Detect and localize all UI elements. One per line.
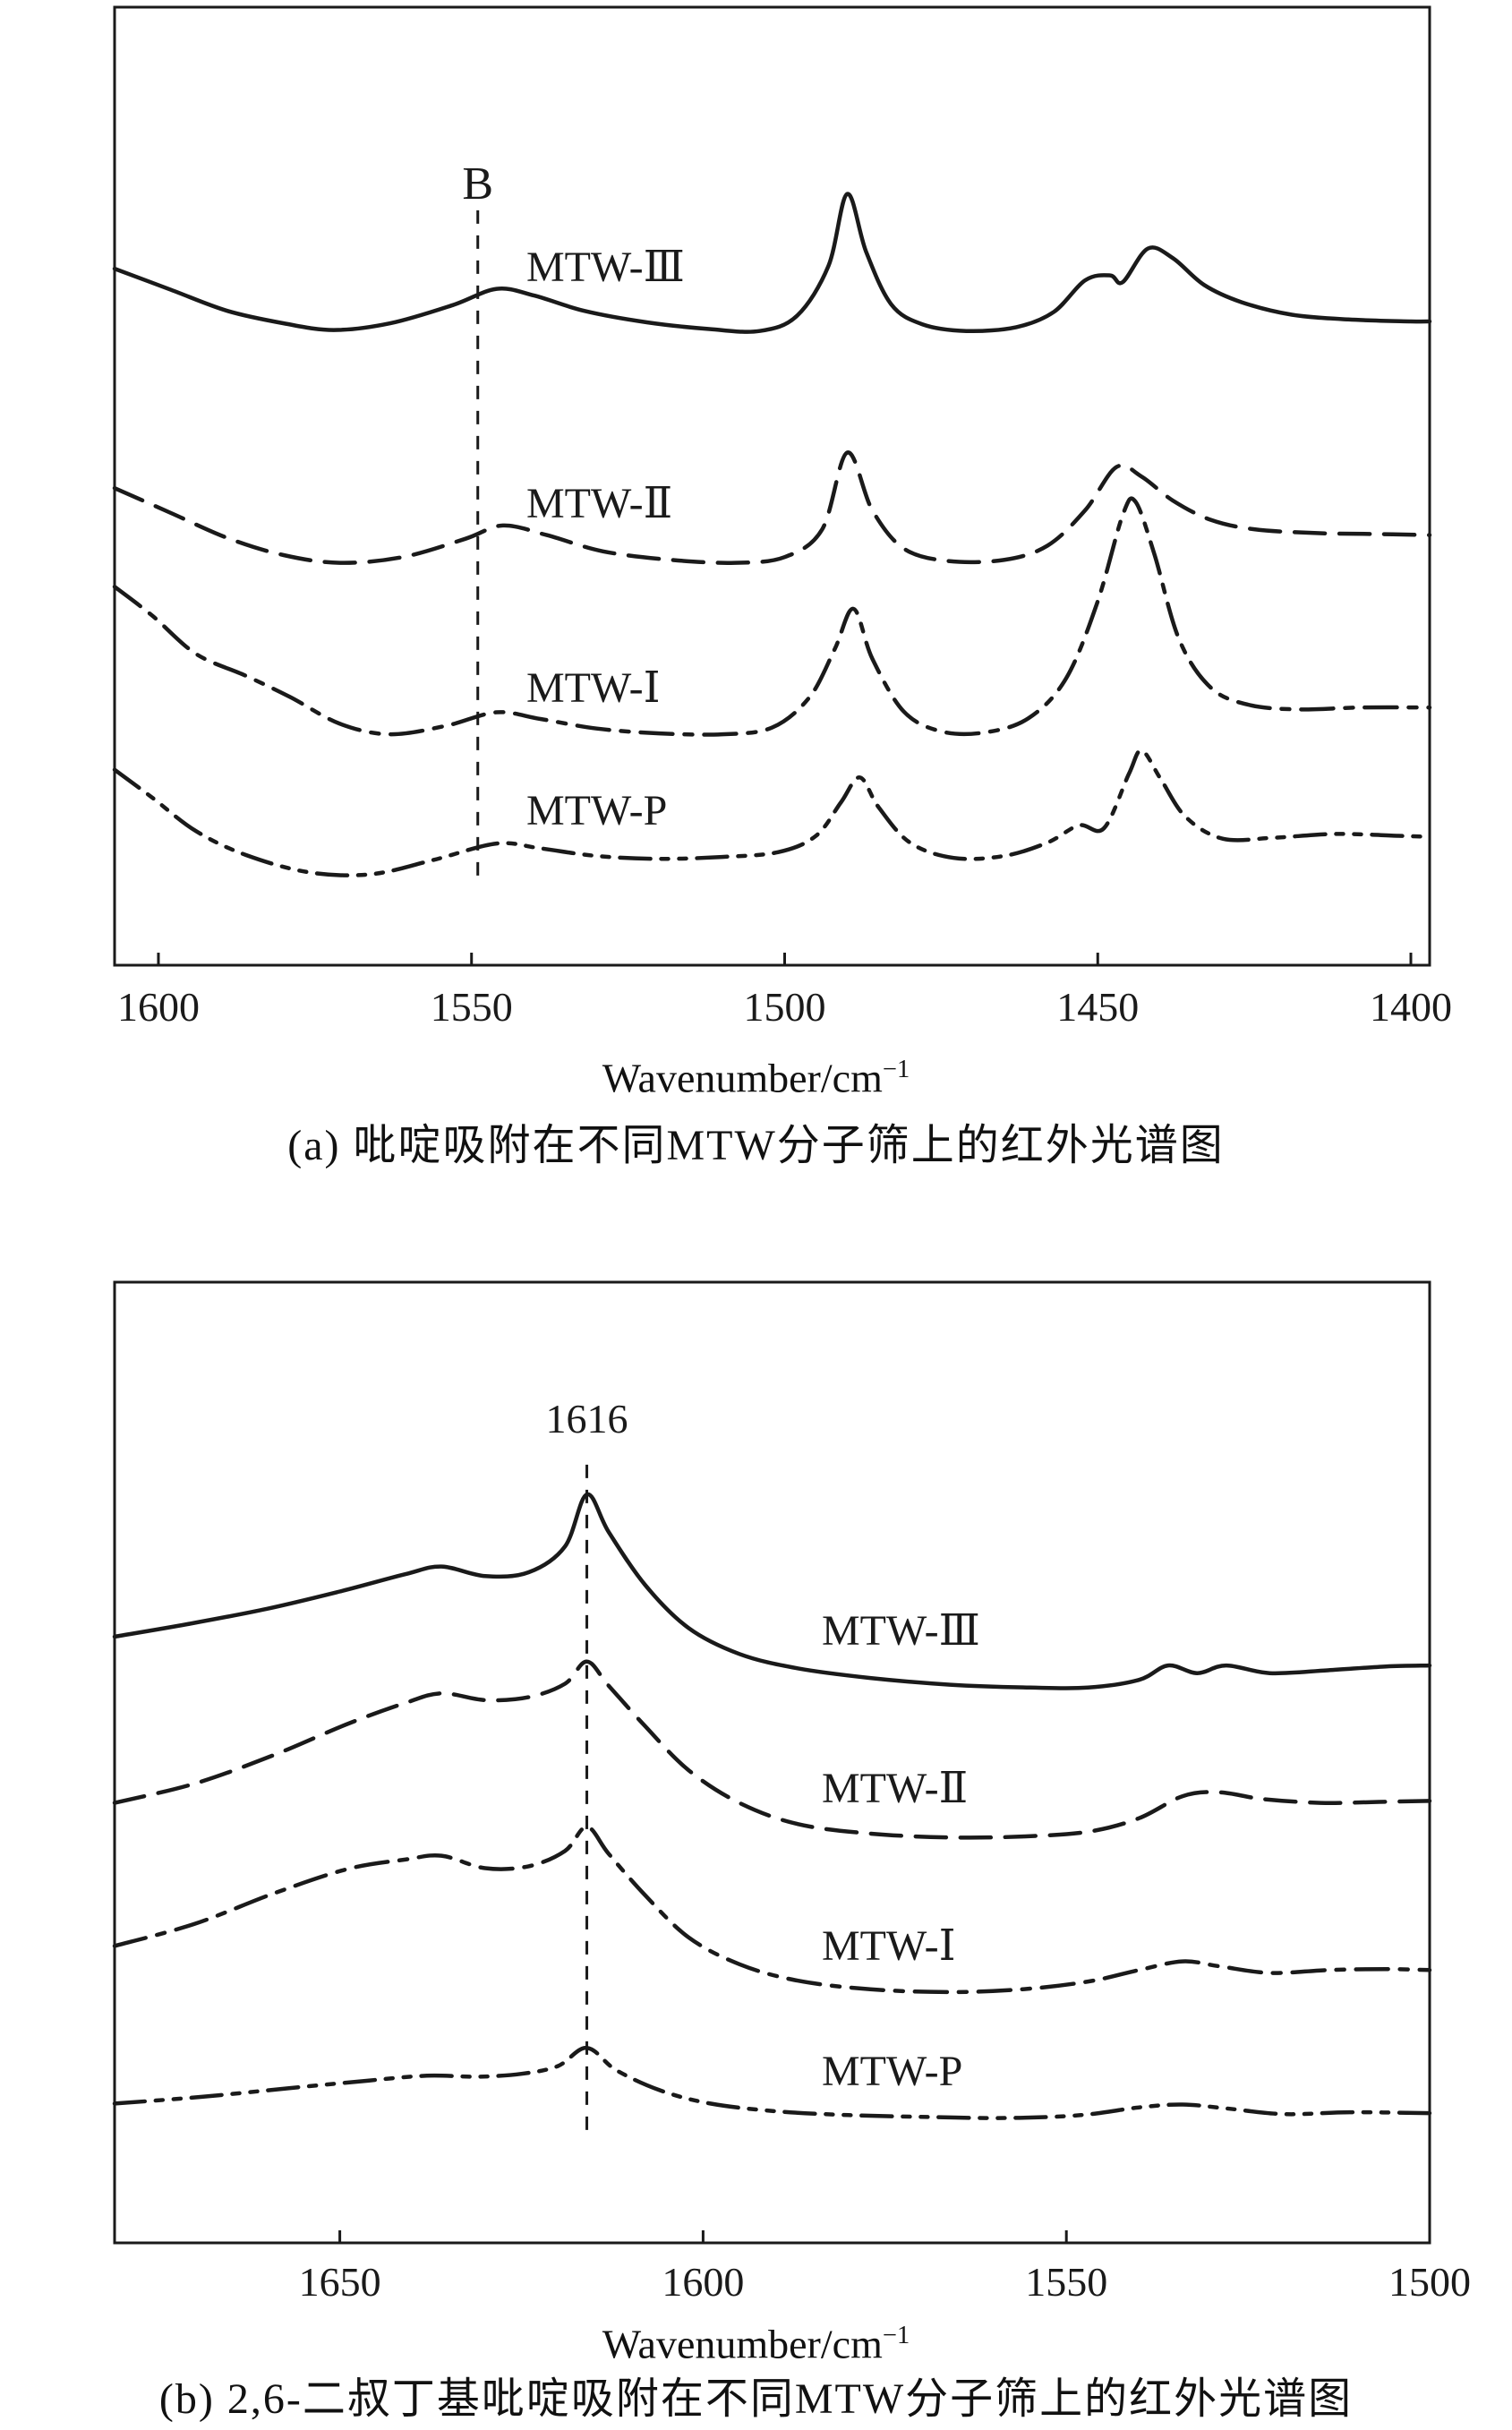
series-label-mtw-3: MTW-Ⅲ xyxy=(526,244,685,291)
caption-b: (b) 2,6-二叔丁基吡啶吸附在不同MTW分子筛上的红外光谱图 xyxy=(158,2375,1354,2423)
x-axis-label-text-b: Wavenumber/cm xyxy=(602,2321,883,2367)
x-tick-label: 1500 xyxy=(743,984,825,1030)
series-label-mtw-2: MTW-Ⅱ xyxy=(822,1765,968,1812)
x-axis-label-a: Wavenumber/cm−1 xyxy=(0,1046,1512,1102)
x-tick-label: 1600 xyxy=(662,2259,744,2305)
x-tick-label: 1550 xyxy=(431,984,513,1030)
marker-label-a: B xyxy=(462,158,493,210)
spectrum-curve-mtw-2 xyxy=(112,450,1432,565)
plot-border-b xyxy=(113,1280,1431,2245)
x-axis-label-text-a: Wavenumber/cm xyxy=(602,1055,883,1101)
x-tick-label: 1400 xyxy=(1370,984,1452,1030)
series-label-mtw-p: MTW-P xyxy=(822,2048,962,2095)
x-axis-label-b: Wavenumber/cm−1 xyxy=(0,2312,1512,2368)
marker-label-b: 1616 xyxy=(546,1396,628,1442)
spectrum-curve-mtw-p xyxy=(112,2045,1432,2120)
x-tick-label: 1650 xyxy=(299,2259,381,2305)
x-tick-label: 1450 xyxy=(1056,984,1139,1030)
x-tick-label: 1600 xyxy=(117,984,200,1030)
series-label-mtw-3: MTW-Ⅲ xyxy=(822,1607,980,1655)
x-tick-label: 1550 xyxy=(1025,2259,1107,2305)
spectrum-curve-mtw-3 xyxy=(112,1492,1432,1690)
series-label-mtw-2: MTW-Ⅱ xyxy=(526,480,672,527)
spectrum-curve-mtw-1 xyxy=(112,1825,1432,1995)
series-label-mtw-p: MTW-P xyxy=(526,787,667,834)
series-label-mtw-1: MTW-Ⅰ xyxy=(526,664,661,712)
spectrum-curve-mtw-p xyxy=(112,749,1432,877)
spectrum-curve-mtw-3 xyxy=(112,192,1432,334)
panel-b-dtbpy-ir-chart: 1616 1650 1600 1550 1500 MTW-Ⅲ MTW-Ⅱ MTW-Ⅰ MTW-P xyxy=(112,1280,1471,2305)
plot-border-a xyxy=(113,5,1431,967)
x-axis-label-sup-b: −1 xyxy=(882,2322,910,2349)
x-axis-label-sup-a: −1 xyxy=(882,1056,910,1083)
series-label-mtw-1: MTW-Ⅰ xyxy=(822,1922,956,1970)
x-tick-label: 1500 xyxy=(1388,2259,1471,2305)
panel-a-pyridine-ir-chart: B 1600 1550 1500 1450 1400 MTW-Ⅲ MTW-Ⅱ MTW-Ⅰ MTW-… xyxy=(112,5,1452,1030)
spectrum-curve-mtw-1 xyxy=(112,496,1432,737)
spectrum-curve-mtw-2 xyxy=(112,1659,1432,1840)
caption-a: (a) 吡啶吸附在不同MTW分子筛上的红外光谱图 xyxy=(287,1122,1225,1169)
